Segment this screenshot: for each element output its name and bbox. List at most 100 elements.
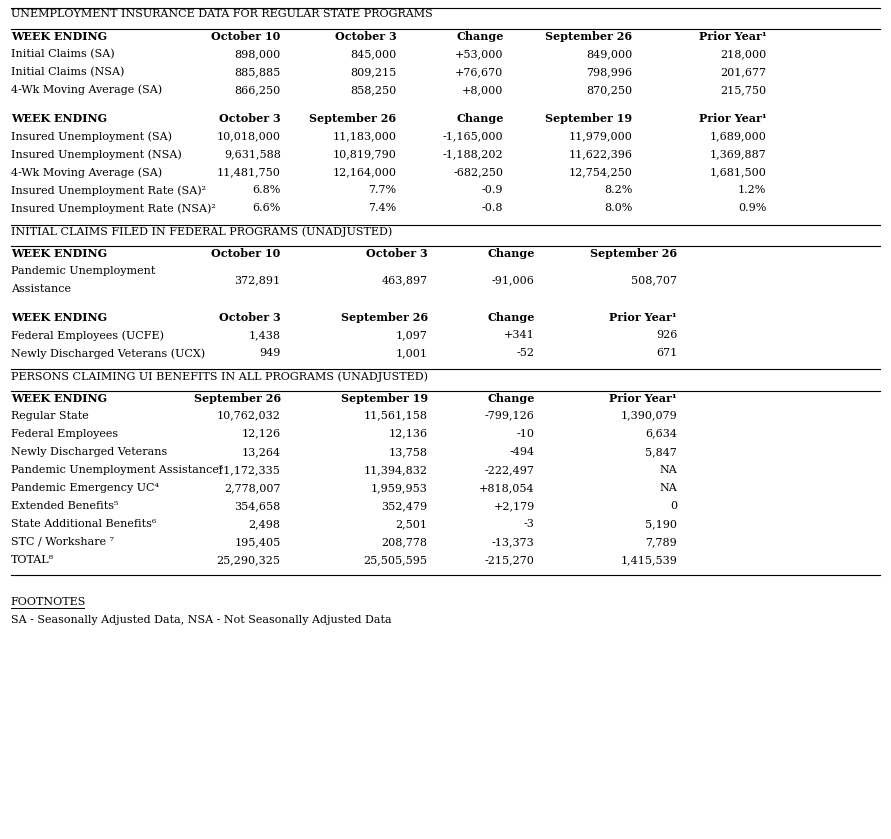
Text: 1,097: 1,097	[396, 330, 428, 340]
Text: 1,438: 1,438	[249, 330, 281, 340]
Text: 11,394,832: 11,394,832	[364, 465, 428, 475]
Text: 1,959,953: 1,959,953	[371, 482, 428, 492]
Text: +2,179: +2,179	[494, 501, 535, 511]
Text: Insured Unemployment Rate (SA)²: Insured Unemployment Rate (SA)²	[11, 185, 206, 195]
Text: 11,561,158: 11,561,158	[364, 410, 428, 420]
Text: -1,165,000: -1,165,000	[443, 131, 503, 141]
Text: -10: -10	[517, 429, 535, 439]
Text: 7.4%: 7.4%	[368, 203, 396, 213]
Text: 12,126: 12,126	[241, 429, 281, 439]
Text: 1,001: 1,001	[396, 348, 428, 358]
Text: September 19: September 19	[340, 393, 428, 404]
Text: -0.8: -0.8	[482, 203, 503, 213]
Text: 926: 926	[656, 330, 677, 340]
Text: +76,670: +76,670	[455, 67, 503, 77]
Text: 6,634: 6,634	[645, 429, 677, 439]
Text: 845,000: 845,000	[350, 49, 396, 59]
Text: Pandemic Emergency UC⁴: Pandemic Emergency UC⁴	[11, 482, 159, 492]
Text: September 26: September 26	[340, 312, 428, 323]
Text: October 10: October 10	[211, 31, 281, 42]
Text: PERSONS CLAIMING UI BENEFITS IN ALL PROGRAMS (UNADJUSTED): PERSONS CLAIMING UI BENEFITS IN ALL PROG…	[11, 371, 428, 382]
Text: WEEK ENDING: WEEK ENDING	[11, 31, 107, 42]
Text: 12,136: 12,136	[388, 429, 428, 439]
Text: September 19: September 19	[545, 113, 633, 124]
Text: October 3: October 3	[219, 312, 281, 323]
Text: 6.6%: 6.6%	[252, 203, 281, 213]
Text: -3: -3	[524, 519, 535, 529]
Text: 4-Wk Moving Average (SA): 4-Wk Moving Average (SA)	[11, 85, 162, 96]
Text: +341: +341	[503, 330, 535, 340]
Text: October 3: October 3	[335, 31, 396, 42]
Text: 9,631,588: 9,631,588	[224, 149, 281, 159]
Text: 8.2%: 8.2%	[604, 185, 633, 195]
Text: 354,658: 354,658	[234, 501, 281, 511]
Text: -222,497: -222,497	[485, 465, 535, 475]
Text: 352,479: 352,479	[381, 501, 428, 511]
Text: 13,758: 13,758	[388, 446, 428, 456]
Text: 0: 0	[670, 501, 677, 511]
Text: 25,505,595: 25,505,595	[364, 555, 428, 565]
Text: 372,891: 372,891	[234, 275, 281, 284]
Text: +8,000: +8,000	[462, 85, 503, 95]
Text: -799,126: -799,126	[485, 410, 535, 420]
Text: Pandemic Unemployment: Pandemic Unemployment	[11, 266, 155, 276]
Text: 809,215: 809,215	[350, 67, 396, 77]
Text: Regular State: Regular State	[11, 410, 88, 420]
Text: Newly Discharged Veterans (UCX): Newly Discharged Veterans (UCX)	[11, 348, 205, 358]
Text: 849,000: 849,000	[586, 49, 633, 59]
Text: 8.0%: 8.0%	[604, 203, 633, 213]
Text: FOOTNOTES: FOOTNOTES	[11, 597, 86, 607]
Text: 25,290,325: 25,290,325	[217, 555, 281, 565]
Text: Change: Change	[487, 312, 535, 323]
Text: 2,778,007: 2,778,007	[225, 482, 281, 492]
Text: 11,979,000: 11,979,000	[568, 131, 633, 141]
Text: 7.7%: 7.7%	[368, 185, 396, 195]
Text: State Additional Benefits⁶: State Additional Benefits⁶	[11, 519, 156, 529]
Text: 6.8%: 6.8%	[252, 185, 281, 195]
Text: September 26: September 26	[193, 393, 281, 404]
Text: 7,789: 7,789	[645, 537, 677, 547]
Text: STC / Workshare ⁷: STC / Workshare ⁷	[11, 537, 114, 547]
Text: UNEMPLOYMENT INSURANCE DATA FOR REGULAR STATE PROGRAMS: UNEMPLOYMENT INSURANCE DATA FOR REGULAR …	[11, 9, 432, 19]
Text: 10,819,790: 10,819,790	[332, 149, 396, 159]
Text: WEEK ENDING: WEEK ENDING	[11, 248, 107, 258]
Text: -1,188,202: -1,188,202	[443, 149, 503, 159]
Text: 885,885: 885,885	[234, 67, 281, 77]
Text: Assistance: Assistance	[11, 284, 70, 294]
Text: Insured Unemployment (NSA): Insured Unemployment (NSA)	[11, 149, 182, 159]
Text: 508,707: 508,707	[631, 275, 677, 284]
Text: TOTAL⁸: TOTAL⁸	[11, 555, 53, 565]
Text: -215,270: -215,270	[485, 555, 535, 565]
Text: Change: Change	[456, 31, 503, 42]
Text: September 26: September 26	[590, 248, 677, 258]
Text: 12,164,000: 12,164,000	[332, 167, 396, 177]
Text: 0.9%: 0.9%	[738, 203, 766, 213]
Text: WEEK ENDING: WEEK ENDING	[11, 312, 107, 323]
Text: 898,000: 898,000	[234, 49, 281, 59]
Text: Insured Unemployment Rate (NSA)²: Insured Unemployment Rate (NSA)²	[11, 203, 216, 214]
Text: -13,373: -13,373	[492, 537, 535, 547]
Text: Prior Year¹: Prior Year¹	[609, 393, 677, 404]
Text: -494: -494	[510, 446, 535, 456]
Text: 2,498: 2,498	[249, 519, 281, 529]
Text: -52: -52	[517, 348, 535, 358]
Text: NA: NA	[659, 465, 677, 475]
Text: 870,250: 870,250	[586, 85, 633, 95]
Text: Prior Year¹: Prior Year¹	[609, 312, 677, 323]
Text: INITIAL CLAIMS FILED IN FEDERAL PROGRAMS (UNADJUSTED): INITIAL CLAIMS FILED IN FEDERAL PROGRAMS…	[11, 227, 392, 237]
Text: 201,677: 201,677	[720, 67, 766, 77]
Text: October 3: October 3	[219, 113, 281, 124]
Text: 1,390,079: 1,390,079	[620, 410, 677, 420]
Text: 949: 949	[259, 348, 281, 358]
Text: 671: 671	[656, 348, 677, 358]
Text: 1,369,887: 1,369,887	[709, 149, 766, 159]
Text: Newly Discharged Veterans: Newly Discharged Veterans	[11, 446, 167, 456]
Text: 195,405: 195,405	[234, 537, 281, 547]
Text: SA - Seasonally Adjusted Data, NSA - Not Seasonally Adjusted Data: SA - Seasonally Adjusted Data, NSA - Not…	[11, 615, 391, 625]
Text: -682,250: -682,250	[454, 167, 503, 177]
Text: -91,006: -91,006	[492, 275, 535, 284]
Text: Extended Benefits⁵: Extended Benefits⁵	[11, 501, 119, 511]
Text: 4-Wk Moving Average (SA): 4-Wk Moving Average (SA)	[11, 167, 162, 178]
Text: +53,000: +53,000	[455, 49, 503, 59]
Text: 1,681,500: 1,681,500	[709, 167, 766, 177]
